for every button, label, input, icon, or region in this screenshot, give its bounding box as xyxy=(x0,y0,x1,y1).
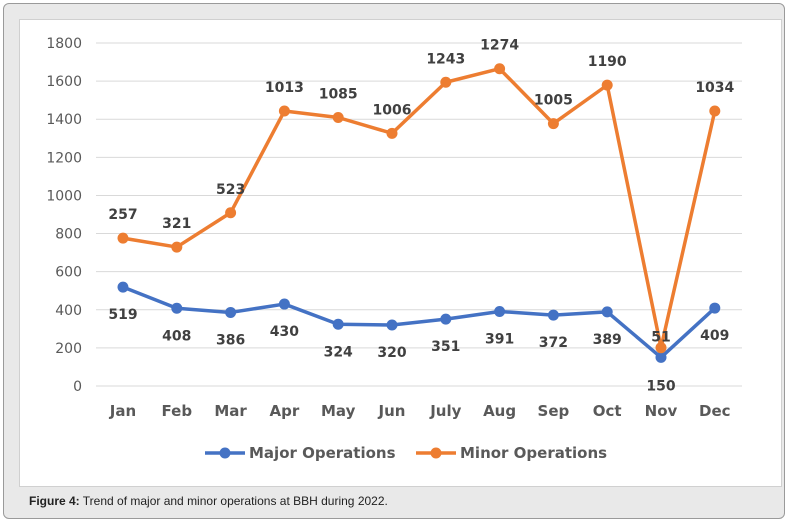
x-tick-label: Jun xyxy=(378,402,406,420)
data-point xyxy=(225,207,237,219)
legend-label: Major Operations xyxy=(249,444,396,462)
data-point xyxy=(386,319,398,331)
figure-frame: Figure 4: Trend of major and minor opera… xyxy=(3,3,785,519)
y-tick-label: 1000 xyxy=(46,188,82,204)
data-label: 391 xyxy=(485,331,514,347)
x-tick-label: Oct xyxy=(593,402,622,420)
x-tick-label: Feb xyxy=(162,402,193,420)
data-label: 523 xyxy=(216,182,245,198)
x-tick-label: Jan xyxy=(109,402,136,420)
data-point xyxy=(494,305,506,317)
data-label: 1085 xyxy=(319,87,358,103)
x-tick-label: Aug xyxy=(483,402,516,420)
data-point xyxy=(225,306,237,318)
data-point xyxy=(332,112,344,124)
data-label: 386 xyxy=(216,332,245,348)
data-label: 324 xyxy=(324,344,353,360)
x-tick-label: July xyxy=(429,402,461,420)
data-label: 1006 xyxy=(373,102,412,118)
data-point xyxy=(171,302,183,314)
data-point xyxy=(494,63,506,75)
data-point xyxy=(547,309,559,321)
data-label: 519 xyxy=(108,307,137,323)
data-point xyxy=(332,318,344,330)
data-point xyxy=(655,342,667,354)
y-tick-label: 0 xyxy=(73,379,82,395)
y-tick-label: 200 xyxy=(55,341,82,357)
data-label: 150 xyxy=(646,378,675,394)
legend-label: Minor Operations xyxy=(460,444,607,462)
data-label: 372 xyxy=(539,335,568,351)
data-label: 389 xyxy=(593,332,622,348)
data-label: 1005 xyxy=(534,93,573,109)
data-point xyxy=(547,118,559,130)
data-label: 1034 xyxy=(695,80,734,96)
data-label: 51 xyxy=(651,330,670,346)
data-label: 1190 xyxy=(588,54,627,70)
data-point xyxy=(171,241,183,253)
data-point xyxy=(386,127,398,139)
y-tick-label: 1200 xyxy=(46,150,82,166)
data-point xyxy=(709,105,721,117)
legend-marker xyxy=(219,447,231,459)
x-tick-label: Nov xyxy=(645,402,678,420)
caption-text: Trend of major and minor operations at B… xyxy=(79,494,388,508)
x-tick-label: Sep xyxy=(538,402,570,420)
caption-label: Figure 4: xyxy=(29,494,80,508)
data-point xyxy=(117,232,129,244)
data-label: 257 xyxy=(108,207,137,223)
y-tick-label: 600 xyxy=(55,265,82,281)
data-point xyxy=(278,298,290,310)
y-tick-label: 1800 xyxy=(46,36,82,52)
data-point xyxy=(117,281,129,293)
data-point xyxy=(440,76,452,88)
data-label: 408 xyxy=(162,328,191,344)
data-point xyxy=(709,302,721,314)
series-line xyxy=(122,285,716,360)
series-line xyxy=(122,66,717,350)
data-point xyxy=(655,351,667,363)
data-label: 1243 xyxy=(426,51,465,67)
x-tick-label: May xyxy=(321,402,356,420)
chart-area xyxy=(19,19,782,487)
data-label: 320 xyxy=(377,345,406,361)
data-point xyxy=(440,313,452,325)
data-label: 1274 xyxy=(480,38,519,54)
data-point xyxy=(601,79,613,91)
data-point xyxy=(278,105,290,117)
x-tick-label: Mar xyxy=(214,402,247,420)
data-label: 430 xyxy=(270,324,299,340)
y-tick-label: 400 xyxy=(55,303,82,319)
data-label: 351 xyxy=(431,339,460,355)
y-tick-label: 1600 xyxy=(46,74,82,90)
figure-caption: Figure 4: Trend of major and minor opera… xyxy=(29,494,388,508)
data-point xyxy=(601,306,613,318)
legend-marker xyxy=(430,447,442,459)
data-label: 409 xyxy=(700,328,729,344)
data-label: 321 xyxy=(162,216,191,232)
x-tick-label: Dec xyxy=(699,402,731,420)
y-tick-label: 1400 xyxy=(46,112,82,128)
x-tick-label: Apr xyxy=(270,402,300,420)
y-tick-label: 800 xyxy=(55,227,82,243)
data-label: 1013 xyxy=(265,80,304,96)
